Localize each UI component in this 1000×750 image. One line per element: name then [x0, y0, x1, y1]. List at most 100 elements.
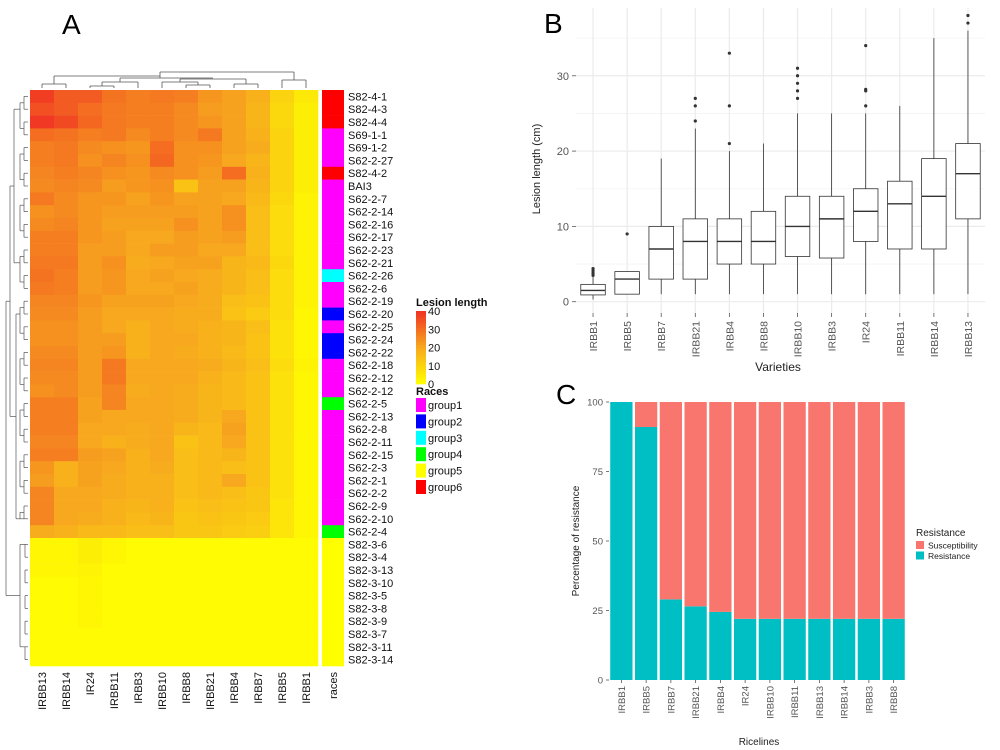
heatmap-cell [126, 128, 151, 142]
race-cell [322, 461, 344, 475]
heatmap-cell [150, 602, 175, 616]
heatmap-cell [270, 154, 295, 168]
heatmap-cell [222, 294, 247, 308]
box-irbb7 [648, 158, 674, 295]
heatmap-cell [150, 358, 175, 372]
boxplot-grid [576, 8, 985, 313]
heatmap-row-label: S82-3-5 [348, 591, 387, 603]
heatmap-cell [126, 256, 151, 270]
heatmap-legend-gradient-step [416, 364, 426, 368]
heatmap-cell [222, 397, 247, 411]
heatmap-cell [222, 525, 247, 539]
heatmap-cell [174, 474, 199, 488]
heatmap-cell [198, 576, 223, 590]
heatmap-cell [30, 154, 55, 168]
boxplot-y-tick-label: 20 [557, 146, 569, 158]
bar-irbb3 [857, 402, 881, 680]
heatmap-cell [150, 166, 175, 180]
heatmap-cell [198, 346, 223, 360]
heatmap-cell [30, 102, 55, 116]
heatmap-cell [78, 614, 103, 628]
bar-legend-label: Resistance [928, 551, 970, 561]
race-cell [322, 154, 344, 168]
bar-legend-swatch [916, 541, 924, 549]
heatmap-cell [198, 218, 223, 232]
heatmap-cell [174, 538, 199, 552]
heatmap-legend-gradient-step [416, 349, 426, 353]
heatmap-cell [150, 243, 175, 257]
heatmap-cell [222, 346, 247, 360]
heatmap-row-label: S62-2-6 [348, 283, 387, 295]
heatmap-cell [54, 192, 79, 206]
heatmap-cell [126, 563, 151, 577]
heatmap-cell [198, 538, 223, 552]
heatmap-cell [78, 550, 103, 564]
heatmap-cell [126, 307, 151, 321]
heatmap-cell [270, 422, 295, 436]
heatmap-cell [198, 128, 223, 142]
heatmap-cell [30, 640, 55, 654]
race-cell [322, 384, 344, 398]
bar-x-tick-label: IRBB11 [790, 686, 801, 718]
heatmap-cell [78, 90, 103, 104]
heatmap-cell [294, 115, 319, 129]
heatmap-cell [150, 486, 175, 500]
heatmap-column-label: IRBB1 [301, 672, 313, 704]
heatmap-cell [54, 602, 79, 616]
boxplot-x-tick-label: IRBB3 [827, 321, 839, 352]
box-irbb14 [921, 38, 947, 295]
heatmap-cell [270, 499, 295, 513]
race-cell [322, 474, 344, 488]
box-iqr [614, 271, 640, 295]
heatmap-cell [54, 205, 79, 219]
bar-irbb1 [610, 402, 633, 680]
heatmap-cell [30, 179, 55, 193]
box-iqr [853, 188, 879, 242]
heatmap-cell [30, 243, 55, 257]
heatmap-cell [102, 282, 127, 296]
heatmap-cell [78, 333, 103, 347]
heatmap-cell [54, 448, 79, 462]
heatmap-cell [246, 307, 271, 321]
heatmap-cell [126, 461, 151, 475]
heatmap-cell [294, 102, 319, 116]
heatmap-cell [102, 333, 127, 347]
race-cell [322, 512, 344, 526]
heatmap-cell [174, 397, 199, 411]
heatmap-cell [222, 486, 247, 500]
heatmap-cell [126, 205, 151, 219]
heatmap-cell [126, 512, 151, 526]
heatmap-cell [294, 435, 319, 449]
box-irbb8 [750, 143, 777, 295]
heatmap-cell [54, 627, 79, 641]
heatmap-cell [30, 384, 55, 398]
heatmap-row-label: S62-2-4 [348, 527, 387, 539]
heatmap-cell [102, 461, 127, 475]
heatmap-cell [198, 192, 223, 206]
heatmap-cell [174, 627, 199, 641]
heatmap-cell [246, 627, 271, 641]
heatmap-cell [294, 563, 319, 577]
heatmap-cell [270, 627, 295, 641]
heatmap-cell [246, 576, 271, 590]
bar-segment-resistance [659, 599, 683, 680]
heatmap-cell [150, 461, 175, 475]
heatmap-cell [246, 243, 271, 257]
heatmap-cell [126, 282, 151, 296]
bar-irbb21 [684, 402, 707, 680]
heatmap-cell [174, 179, 199, 193]
heatmap-row-label: S62-2-19 [348, 296, 393, 308]
heatmap-cell [30, 422, 55, 436]
race-cell [322, 282, 344, 296]
heatmap-column-label: IRBB10 [157, 672, 169, 710]
bar-legend-title: Resistance [916, 528, 966, 539]
heatmap-cell [54, 576, 79, 590]
heatmap-cell [222, 230, 247, 244]
heatmap-cell [198, 294, 223, 308]
heatmap-cell [30, 192, 55, 206]
heatmap-cell [126, 115, 151, 129]
bar-segment-susceptibility [709, 402, 732, 612]
heatmap-cell [222, 154, 247, 168]
heatmap-cell [198, 256, 223, 270]
